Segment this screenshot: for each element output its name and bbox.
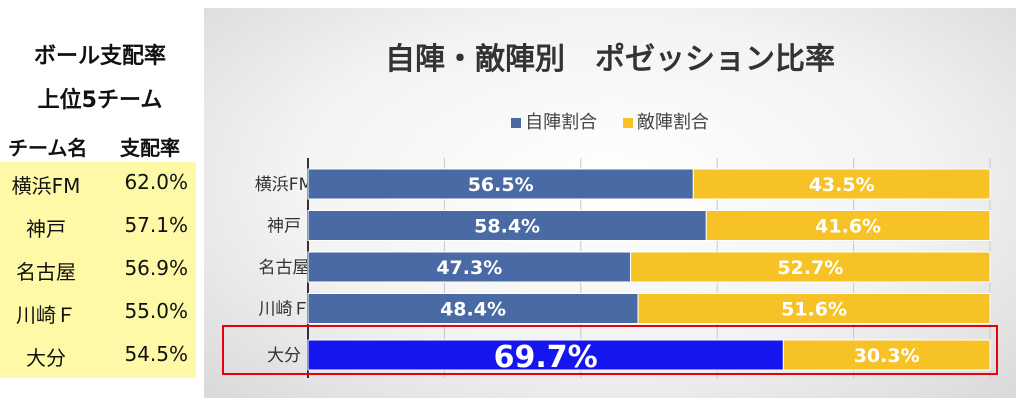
chart-title: 自陣・敵陣別 ポゼッション比率: [385, 42, 835, 77]
table-row: 横浜FM 62.0%: [0, 162, 196, 202]
data-label: 56.5%: [468, 174, 534, 196]
bar-opp-half: [705, 210, 991, 241]
table-title-line2: 上位5チーム: [37, 88, 163, 113]
bar-opp-half: [692, 168, 991, 200]
category-label: 大分: [267, 346, 301, 366]
category-label: 横浜FM: [255, 175, 313, 195]
legend-swatch-opp: [622, 118, 633, 128]
bar-opp-half: [782, 339, 991, 371]
highlight-frame: [222, 325, 998, 375]
data-label: 51.6%: [781, 299, 847, 321]
legend-swatch-own: [511, 118, 522, 128]
chart-panel: 自陣・敵陣別 ポゼッション比率 自陣割合 敵陣割合 横浜FM 56.5% 43.5%…: [204, 8, 1016, 398]
ranking-table: ボール支配率 上位5チーム チーム名 支配率 横浜FM 62.0% 神戸 57.…: [0, 0, 200, 402]
table-row: 名古屋 56.9%: [0, 248, 196, 288]
bar-opp-half: [637, 293, 991, 324]
bar-own-half: [307, 251, 632, 283]
team-name: 川崎Ｆ: [16, 303, 76, 327]
table-row: 川崎Ｆ 55.0%: [0, 291, 196, 331]
chart-legend: 自陣割合 敵陣割合: [204, 108, 1016, 134]
table-title-line1: ボール支配率: [33, 44, 166, 69]
table-row: 大分 54.5%: [0, 334, 196, 374]
table-row: 神戸 57.1%: [0, 205, 196, 245]
category-label: 名古屋: [259, 258, 310, 278]
column-header-team: チーム名: [8, 136, 88, 160]
data-label: 69.7%: [494, 340, 598, 375]
team-name: 神戸: [26, 217, 66, 241]
legend-item-opp: 敵陣割合: [622, 108, 709, 134]
bar-opp-half: [630, 251, 991, 283]
possession-rate: 57.1%: [124, 213, 188, 237]
team-name: 大分: [26, 346, 66, 370]
bar-own-half: [307, 293, 639, 324]
category-label: 神戸: [267, 217, 301, 237]
possession-rate: 62.0%: [124, 170, 188, 194]
possession-rate: 55.0%: [124, 299, 188, 323]
data-label: 47.3%: [436, 257, 502, 279]
legend-label-opp: 敵陣割合: [636, 112, 709, 133]
table-body: 横浜FM 62.0% 神戸 57.1% 名古屋 56.9% 川崎Ｆ 55.0% …: [0, 162, 196, 378]
possession-rate: 56.9%: [124, 256, 188, 280]
data-label: 48.4%: [440, 299, 506, 321]
legend-item-own: 自陣割合: [511, 108, 597, 134]
legend-label-own: 自陣割合: [525, 112, 598, 133]
bar-chart: 横浜FM 56.5% 43.5% 神戸 58.4% 41.6% 名古屋 47.3% 52.7% 川…: [255, 158, 991, 378]
data-label: 58.4%: [474, 216, 540, 238]
bar-own-half: [307, 168, 694, 200]
team-name: 名古屋: [16, 260, 76, 284]
bar-own-half: [307, 339, 784, 371]
data-label: 41.6%: [815, 216, 881, 238]
category-label: 川崎Ｆ: [259, 300, 310, 320]
data-label: 30.3%: [854, 345, 920, 367]
possession-rate: 54.5%: [124, 342, 188, 366]
team-name: 横浜FM: [11, 174, 81, 198]
column-header-rate: 支配率: [120, 136, 180, 160]
data-label: 52.7%: [777, 257, 843, 279]
data-label: 43.5%: [809, 174, 875, 196]
